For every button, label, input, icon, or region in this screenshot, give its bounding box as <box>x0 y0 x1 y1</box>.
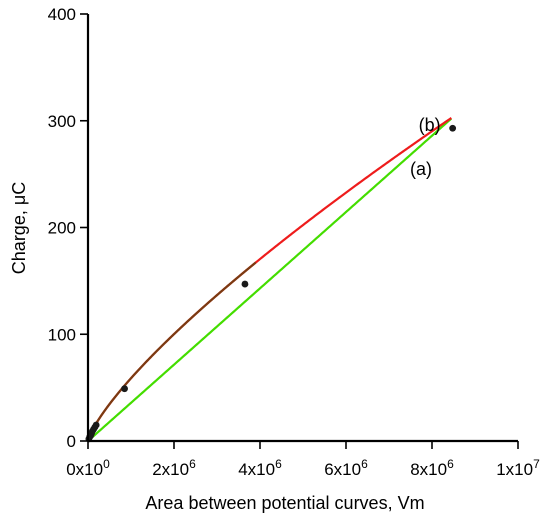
curve-label: (a) <box>410 159 432 179</box>
series-line-a-overlay <box>86 261 257 442</box>
x-tick-mantissa: 8x10 <box>410 460 447 479</box>
x-tick-exponent: 7 <box>533 457 540 471</box>
data-point <box>121 385 128 393</box>
x-tick-mantissa: 6x10 <box>324 460 361 479</box>
x-tick-exponent: 6 <box>447 457 454 471</box>
x-tick-label: 6x106 <box>324 457 368 479</box>
curve-label: (b) <box>419 115 441 135</box>
x-tick-mantissa: 2x10 <box>152 460 189 479</box>
plot-area <box>85 117 457 443</box>
x-tick-label: 2x106 <box>152 457 196 479</box>
data-point <box>449 124 457 132</box>
x-tick-exponent: 6 <box>361 457 368 471</box>
annotations: (b) (a) <box>410 115 441 179</box>
y-tick-label: 200 <box>48 219 76 238</box>
y-tick-label: 300 <box>48 112 76 131</box>
y-tick-label: 400 <box>48 5 76 24</box>
y-axis-title-main: Charge, <box>9 205 29 274</box>
x-tick-mantissa: 0x10 <box>66 460 103 479</box>
y-tick-label: 0 <box>67 432 76 451</box>
y-ticks: 0 100 200 300 400 <box>48 5 88 451</box>
x-ticks: 0x100 2x106 4x106 6x106 8x106 1x107 <box>66 441 540 479</box>
x-axis-title: Area between potential curves, Vm <box>145 493 424 513</box>
x-tick-label: 1x107 <box>496 457 540 479</box>
y-axis-title: Charge, μC <box>9 182 29 274</box>
data-point <box>241 280 249 288</box>
x-tick-label: 0x100 <box>66 457 110 479</box>
x-tick-exponent: 6 <box>189 457 196 471</box>
x-tick-exponent: 6 <box>275 457 282 471</box>
x-tick-label: 4x106 <box>238 457 282 479</box>
y-axis-title-unit: μC <box>9 182 29 205</box>
x-tick-mantissa: 4x10 <box>238 460 275 479</box>
series-line-b <box>87 117 453 442</box>
x-tick-label: 8x106 <box>410 457 454 479</box>
y-tick-label: 100 <box>48 325 76 344</box>
x-tick-exponent: 0 <box>103 457 110 471</box>
x-tick-mantissa: 1x10 <box>496 460 533 479</box>
data-point <box>92 421 100 429</box>
